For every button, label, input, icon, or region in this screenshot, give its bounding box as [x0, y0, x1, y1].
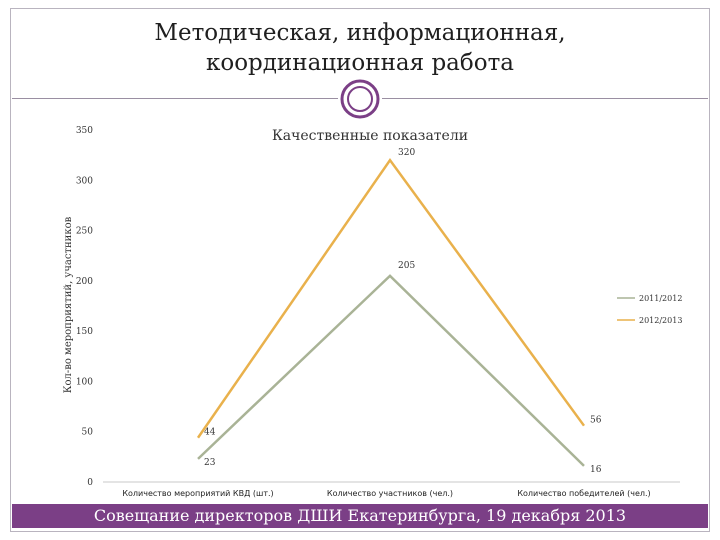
y-tick-label: 250	[76, 227, 93, 237]
divider-right	[382, 98, 708, 99]
y-axis-label: Кол-во мероприятий, участников	[63, 216, 74, 393]
data-label: 56	[590, 416, 602, 426]
data-label: 205	[398, 261, 415, 271]
slide-frame	[10, 8, 710, 532]
data-label: 320	[398, 148, 415, 158]
x-category-label: Количество участников (чел.)	[327, 489, 453, 498]
x-category-label: Количество победителей (чел.)	[517, 489, 650, 498]
y-tick-label: 350	[76, 126, 93, 136]
y-tick-label: 50	[82, 428, 94, 438]
y-tick-label: 100	[76, 377, 93, 387]
series-line	[197, 274, 585, 467]
data-label: 23	[204, 458, 216, 468]
series-group: 23 205 16 44 320 56	[196, 148, 602, 475]
y-tick-label: 150	[76, 327, 93, 337]
legend-group: 2011/2012 2012/2013	[617, 294, 682, 325]
decor-circle-inner	[347, 86, 373, 112]
data-label: 44	[204, 428, 216, 438]
footer-banner: Совещание директоров ДШИ Екатеринбурга, …	[12, 504, 708, 528]
y-tick-label: 200	[76, 277, 93, 287]
y-ticks-group: 0 50 100 150 200 250 300 350	[76, 126, 93, 488]
x-categories-group: Количество мероприятий КВД (шт.) Количест…	[122, 489, 650, 498]
chart-title: Качественные показатели	[272, 128, 468, 144]
slide-title: Методическая, информационная, координаци…	[0, 18, 720, 78]
data-label: 16	[590, 465, 602, 475]
y-tick-label: 300	[76, 176, 93, 186]
title-line-2: координационная работа	[205, 50, 515, 76]
legend-label: 2012/2013	[639, 316, 682, 325]
y-tick-label: 0	[87, 478, 93, 488]
legend-label: 2011/2012	[639, 294, 682, 303]
title-line-1: Методическая, информационная,	[154, 20, 566, 46]
series-line	[196, 158, 586, 439]
divider-left	[12, 98, 338, 99]
x-category-label: Количество мероприятий КВД (шт.)	[122, 489, 273, 498]
